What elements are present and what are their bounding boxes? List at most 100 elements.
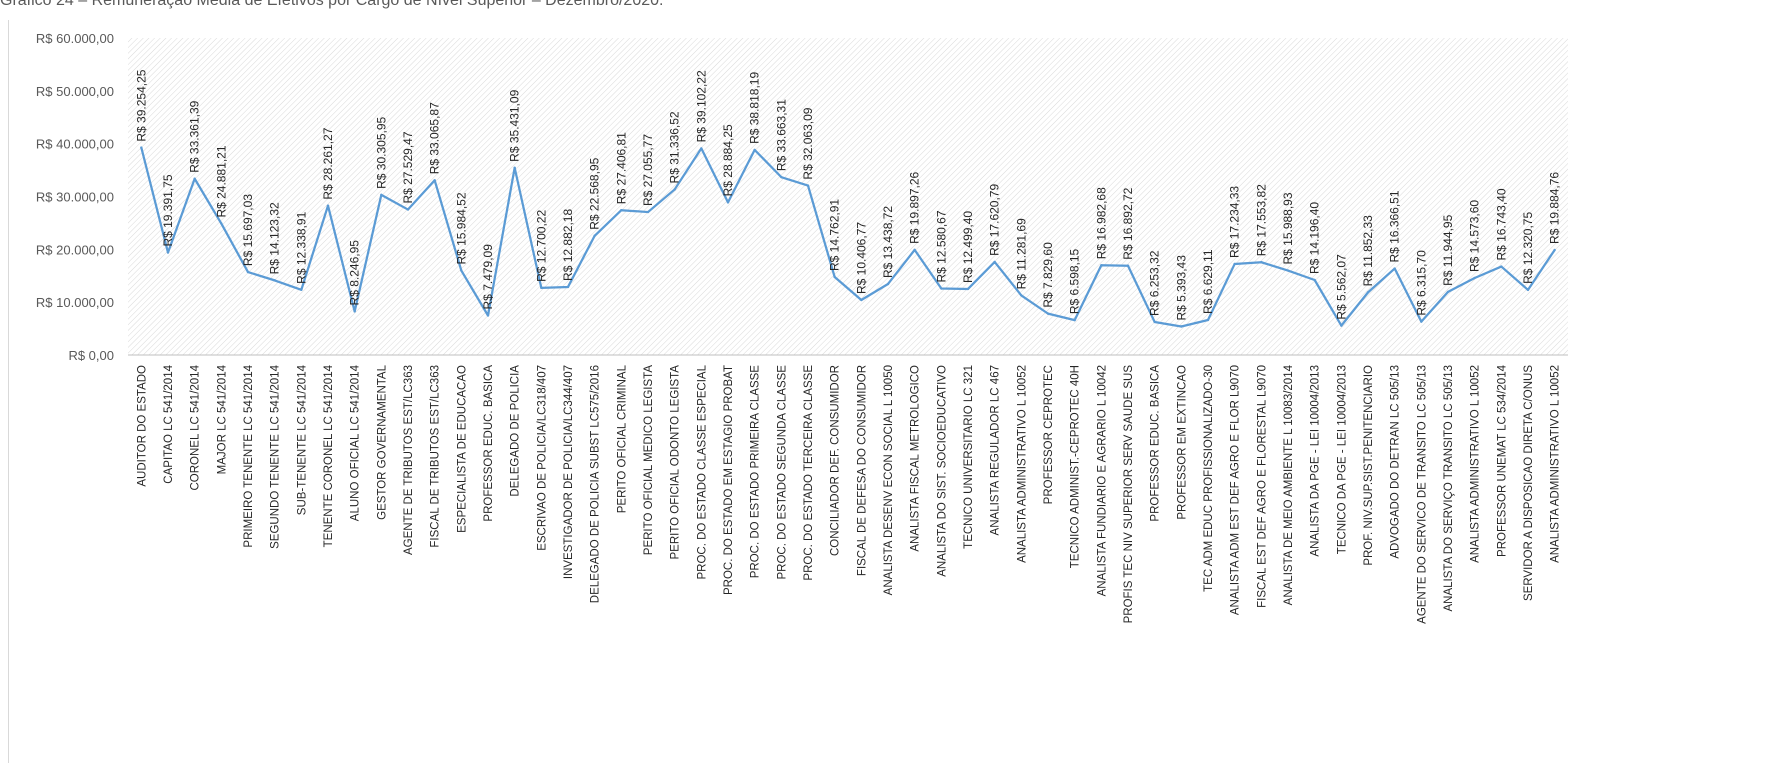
- data-label: R$ 19.391,75: [161, 174, 175, 246]
- data-label: R$ 6.598,15: [1068, 248, 1082, 314]
- data-point: [673, 188, 676, 191]
- data-label: R$ 16.892,72: [1121, 187, 1135, 259]
- x-tick-label: PROFESSOR UNEMAT LC 534/2014: [1496, 364, 1508, 557]
- data-label: R$ 22.568,95: [588, 157, 602, 229]
- data-point: [300, 288, 303, 292]
- data-point: [1233, 262, 1236, 266]
- data-label: R$ 16.982,68: [1094, 187, 1108, 259]
- data-label: R$ 31.336,52: [668, 111, 682, 183]
- x-tick-label: PROC. DO ESTADO EM ESTAGIO PROBAT: [723, 365, 735, 595]
- data-point: [1526, 288, 1530, 292]
- data-point: [380, 193, 383, 197]
- data-label: R$ 19.897,26: [908, 171, 922, 243]
- x-tick-label: CAPITAO LC 541/2014: [163, 364, 175, 483]
- x-tick-label: PROFESSOR EDUC. BASICA: [483, 365, 495, 522]
- data-label: R$ 14.573,60: [1468, 200, 1482, 272]
- data-label: R$ 32.063,09: [801, 107, 815, 179]
- x-tick-label: SERVIDOR A DISPOSICAO DIRETA C/ONUS: [1523, 365, 1535, 601]
- data-point: [646, 210, 650, 214]
- data-label: R$ 12.320,75: [1521, 212, 1535, 284]
- x-tick-label: ANALISTA DESENV ECON SOCIAL L 10050: [883, 365, 895, 595]
- data-label: R$ 10.406,77: [854, 222, 868, 294]
- data-label: R$ 17.620,79: [988, 184, 1002, 256]
- x-tick-label: TENENTE CORONEL LC 541/2014: [323, 364, 335, 547]
- data-label: R$ 12.580,67: [934, 210, 948, 282]
- x-tick-label: PROFIS TEC NIV SUPERIOR SERV SAUDE SUS: [1123, 365, 1135, 624]
- chart-frame: [8, 20, 1577, 763]
- data-point: [620, 209, 623, 212]
- x-tick-label: TECNICO DA PGE - LEI 10004/2013: [1336, 365, 1348, 554]
- x-tick-label: ESCRIVAO DE POLICIA/LC318/407: [536, 365, 548, 551]
- data-label: R$ 17.553,82: [1254, 184, 1268, 256]
- data-point: [1206, 318, 1210, 322]
- x-tick-label: AGENTE DO SERVICO DE TRANSITO LC 505/13: [1416, 365, 1428, 624]
- data-labels: R$ 39.254,25 R$ 19.391,75 R$ 33.361,39 R$ 2…: [134, 69, 1562, 328]
- data-label: R$ 33.663,31: [774, 99, 788, 171]
- data-point: [806, 184, 810, 187]
- data-point: [246, 270, 250, 274]
- data-label: R$ 33.065,87: [428, 102, 442, 174]
- data-point: [486, 314, 490, 317]
- data-label: R$ 16.743,40: [1494, 188, 1508, 260]
- data-label: R$ 5.562,07: [1334, 254, 1348, 320]
- x-tick-label: PROFESSOR EDUC. BASICA: [1150, 365, 1162, 522]
- x-tick-label: ANALISTA ADM EST DEF AGRO E FLOR L9070: [1230, 365, 1242, 615]
- data-label: R$ 14.196,40: [1308, 202, 1322, 274]
- data-point: [433, 179, 436, 182]
- data-point: [753, 148, 756, 152]
- data-label: R$ 17.234,33: [1228, 186, 1242, 258]
- data-point: [1286, 269, 1290, 272]
- data-label: R$ 11.281,69: [1014, 218, 1028, 289]
- x-tick-label: ANALISTA DO SERVIÇO TRANSITO LC 505/13: [1443, 365, 1455, 612]
- x-tick-label: PROFESSOR CEPROTEC: [1043, 365, 1055, 504]
- data-point: [1473, 276, 1476, 280]
- data-point: [913, 248, 916, 252]
- data-label: R$ 28.261,27: [321, 127, 335, 199]
- data-label: R$ 27.055,77: [641, 134, 655, 206]
- data-point: [1126, 264, 1130, 267]
- data-point: [566, 285, 570, 289]
- data-label: R$ 28.884,25: [721, 124, 735, 196]
- x-tick-label: DELEGADO DE POLICIA: [510, 365, 522, 497]
- data-label: R$ 15.697,03: [241, 194, 255, 266]
- data-label: R$ 12.882,18: [561, 209, 575, 281]
- data-label: R$ 27.529,47: [401, 131, 415, 203]
- chart-title: Gráfico 24 – Remuneração Média de Efetiv…: [0, 0, 664, 9]
- x-tick-label: PROC. DO ESTADO CLASSE ESPECIAL: [696, 364, 708, 579]
- x-tick-label: PROF. NIV.SUP.SIST.PENITENCIARIO: [1363, 365, 1375, 566]
- x-tick-label: PROC. DO ESTADO SEGUNDA CLASSE: [776, 365, 788, 580]
- data-point: [1020, 294, 1023, 297]
- data-point: [726, 201, 730, 204]
- y-tick-label: R$ 10.000,00: [36, 295, 114, 310]
- data-point: [326, 204, 330, 207]
- data-point: [833, 275, 836, 279]
- x-tick-label: TECNICO UNIVERSITARIO LC 321: [963, 365, 975, 549]
- data-point: [1420, 320, 1423, 323]
- data-point: [1393, 267, 1396, 270]
- x-axis: AUDITOR DO ESTADO CAPITAO LC 541/2014 CORO…: [128, 354, 1568, 624]
- x-tick-label: ANALISTA REGULADOR LC 467: [990, 365, 1002, 535]
- x-tick-label: PROC. DO ESTADO PRIMEIRA CLASSE: [750, 365, 762, 579]
- x-tick-label: PERITO OFICIAL CRIMINAL: [616, 364, 628, 513]
- data-label: R$ 14.762,91: [828, 199, 842, 271]
- x-tick-label: AUDITOR DO ESTADO: [136, 365, 148, 487]
- data-label: R$ 12.338,91: [294, 211, 308, 283]
- data-point: [540, 286, 543, 290]
- data-point: [886, 282, 890, 286]
- data-label: R$ 6.253,32: [1148, 250, 1162, 316]
- x-tick-label: ANALISTA DA PGE - LEI 10004/2013: [1310, 365, 1322, 557]
- data-point: [273, 279, 276, 282]
- data-label: R$ 39.254,25: [134, 69, 148, 141]
- data-label: R$ 5.393,43: [1174, 255, 1188, 321]
- data-point: [1366, 291, 1370, 294]
- y-tick-label: R$ 0,00: [68, 348, 114, 363]
- y-tick-label: R$ 60.000,00: [36, 31, 114, 46]
- data-label: R$ 30.305,95: [374, 116, 388, 188]
- data-point: [193, 177, 196, 180]
- data-label: R$ 14.123,32: [268, 202, 282, 274]
- plot-area: [128, 38, 1568, 355]
- data-point: [1313, 278, 1316, 282]
- y-tick-label: R$ 40.000,00: [36, 137, 114, 152]
- data-point: [1073, 318, 1076, 322]
- data-label: R$ 19.884,76: [1548, 172, 1562, 244]
